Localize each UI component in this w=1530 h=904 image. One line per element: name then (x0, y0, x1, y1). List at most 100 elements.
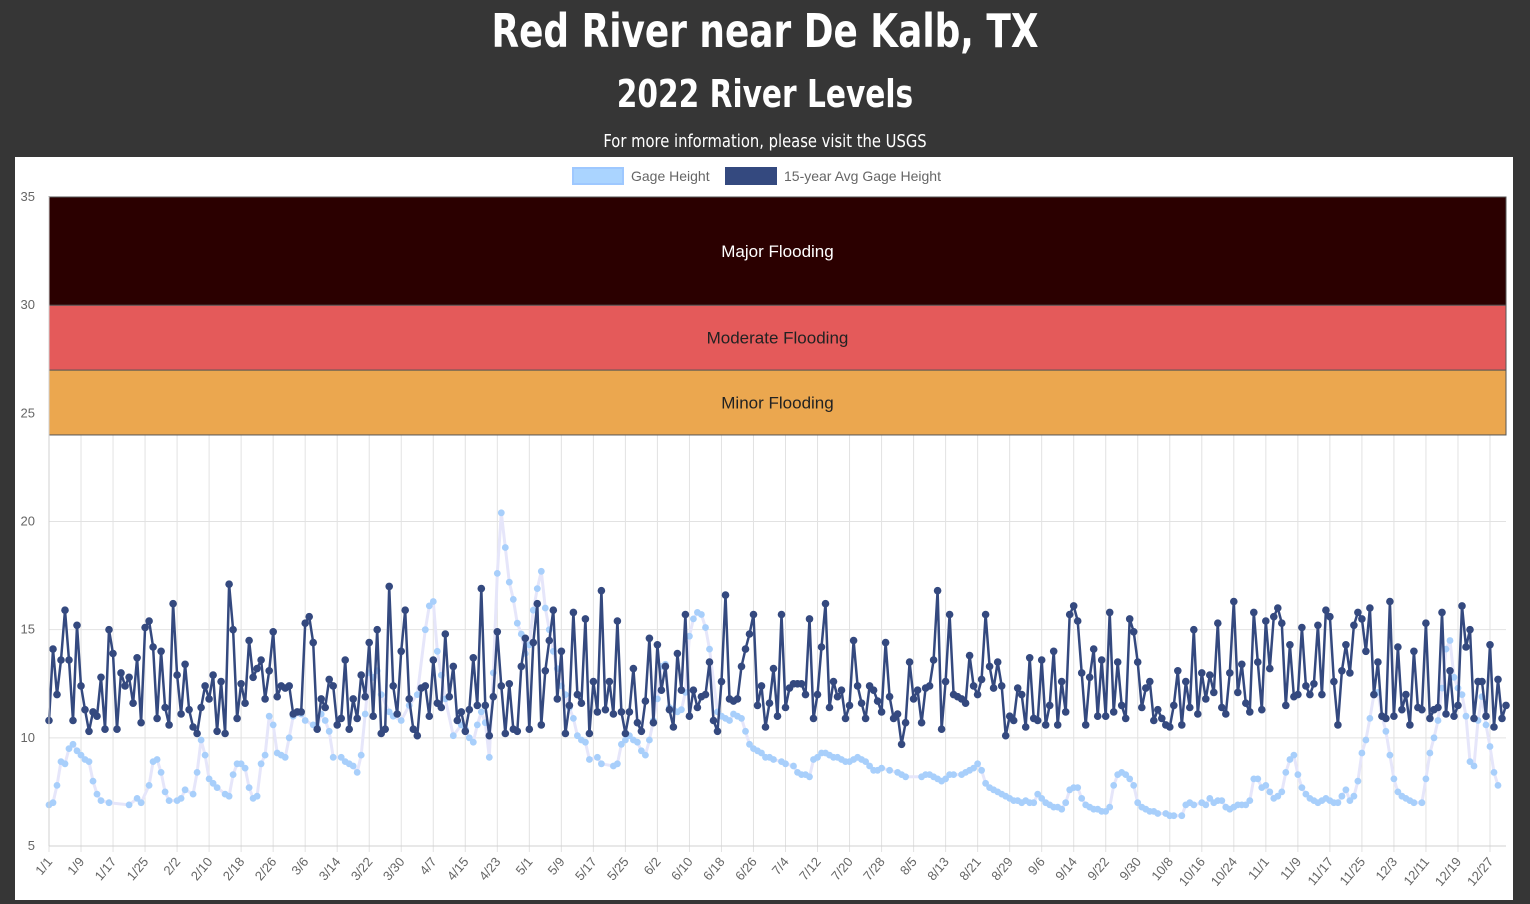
data-point[interactable] (245, 784, 253, 791)
data-point[interactable] (597, 586, 606, 595)
data-point[interactable] (265, 712, 273, 720)
data-point[interactable] (1089, 645, 1098, 653)
data-point[interactable] (1062, 799, 1070, 807)
data-point[interactable] (617, 708, 626, 716)
data-point[interactable] (473, 701, 482, 710)
data-point[interactable] (653, 641, 662, 649)
data-point[interactable] (609, 710, 618, 718)
data-point[interactable] (1338, 667, 1346, 675)
data-point[interactable] (1045, 701, 1054, 710)
data-point[interactable] (1490, 769, 1498, 776)
data-point[interactable] (1174, 667, 1182, 675)
data-point[interactable] (537, 567, 545, 575)
data-point[interactable] (1058, 805, 1066, 813)
data-point[interactable] (1053, 721, 1062, 729)
data-point[interactable] (397, 647, 406, 656)
data-point[interactable] (49, 645, 57, 653)
data-point[interactable] (77, 751, 85, 759)
data-point[interactable] (497, 682, 506, 690)
data-point[interactable] (397, 717, 405, 724)
data-point[interactable] (1422, 775, 1430, 783)
data-point[interactable] (1238, 660, 1246, 669)
data-point[interactable] (205, 695, 213, 703)
data-point[interactable] (702, 624, 709, 631)
data-point[interactable] (269, 721, 277, 729)
data-point[interactable] (569, 608, 578, 617)
data-point[interactable] (837, 686, 846, 694)
data-point[interactable] (369, 712, 378, 720)
data-point[interactable] (241, 699, 249, 707)
data-point[interactable] (705, 658, 714, 666)
data-point[interactable] (261, 751, 269, 759)
data-point[interactable] (253, 792, 261, 800)
data-point[interactable] (713, 727, 722, 736)
data-point[interactable] (1478, 677, 1486, 686)
data-point[interactable] (1390, 775, 1398, 783)
data-point[interactable] (65, 656, 73, 664)
data-point[interactable] (357, 751, 365, 759)
legend-item[interactable]: 15-year Avg Gage Height (725, 167, 941, 185)
data-point[interactable] (421, 682, 430, 690)
data-point[interactable] (229, 771, 237, 778)
data-point[interactable] (1101, 712, 1110, 720)
data-point[interactable] (977, 675, 986, 684)
data-point[interactable] (1326, 612, 1334, 621)
data-point[interactable] (945, 610, 954, 619)
data-point[interactable] (1386, 751, 1394, 759)
data-point[interactable] (537, 721, 546, 729)
data-point[interactable] (614, 760, 621, 768)
data-point[interactable] (1109, 708, 1118, 716)
data-point[interactable] (1142, 684, 1150, 692)
data-point[interactable] (693, 703, 702, 712)
data-point[interactable] (589, 677, 598, 686)
data-point[interactable] (153, 714, 161, 723)
data-point[interactable] (809, 714, 818, 723)
data-point[interactable] (1150, 716, 1158, 725)
data-point[interactable] (157, 769, 165, 776)
data-point[interactable] (1374, 658, 1382, 666)
data-point[interactable] (341, 656, 350, 664)
data-point[interactable] (553, 695, 562, 703)
data-point[interactable] (209, 671, 217, 679)
data-point[interactable] (1262, 782, 1270, 789)
data-point[interactable] (717, 677, 726, 686)
data-point[interactable] (1282, 701, 1290, 710)
data-point[interactable] (261, 695, 269, 703)
data-point[interactable] (425, 602, 433, 610)
data-point[interactable] (489, 692, 498, 701)
data-point[interactable] (457, 708, 466, 716)
data-point[interactable] (193, 729, 201, 738)
data-point[interactable] (573, 690, 582, 699)
data-point[interactable] (845, 701, 854, 710)
data-point[interactable] (173, 671, 181, 679)
data-point[interactable] (149, 643, 157, 651)
data-point[interactable] (1134, 799, 1142, 807)
data-point[interactable] (1386, 597, 1394, 606)
data-point[interactable] (1154, 810, 1162, 817)
data-point[interactable] (886, 766, 893, 774)
data-point[interactable] (1458, 602, 1466, 610)
data-point[interactable] (690, 615, 697, 623)
data-point[interactable] (313, 725, 322, 733)
data-point[interactable] (205, 775, 213, 783)
data-point[interactable] (577, 699, 586, 707)
data-point[interactable] (481, 701, 490, 710)
data-point[interactable] (549, 606, 558, 614)
data-point[interactable] (1246, 708, 1254, 716)
data-point[interactable] (61, 760, 69, 768)
data-point[interactable] (1038, 795, 1046, 802)
data-point[interactable] (1306, 690, 1314, 699)
data-point[interactable] (797, 680, 806, 688)
data-point[interactable] (469, 738, 477, 746)
data-point[interactable] (1113, 658, 1122, 666)
data-point[interactable] (485, 753, 493, 761)
data-point[interactable] (737, 662, 746, 671)
data-point[interactable] (633, 718, 642, 727)
data-point[interactable] (1394, 788, 1402, 796)
data-point[interactable] (325, 727, 333, 735)
data-point[interactable] (509, 596, 517, 603)
data-point[interactable] (157, 647, 165, 656)
data-point[interactable] (429, 656, 438, 664)
data-point[interactable] (642, 751, 649, 759)
data-point[interactable] (1494, 782, 1502, 789)
